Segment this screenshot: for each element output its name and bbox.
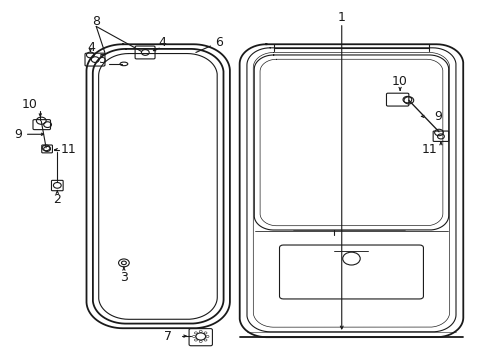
- Text: 10: 10: [391, 75, 407, 88]
- Text: 5: 5: [99, 53, 107, 66]
- Text: 4: 4: [158, 36, 165, 49]
- Text: 8: 8: [92, 14, 100, 27]
- Text: 6: 6: [215, 36, 223, 49]
- Text: 3: 3: [120, 271, 127, 284]
- Ellipse shape: [120, 62, 127, 66]
- Text: 9: 9: [433, 110, 441, 123]
- Text: 4: 4: [87, 41, 95, 54]
- Text: 10: 10: [21, 99, 38, 112]
- Text: 11: 11: [61, 143, 76, 156]
- Text: 1: 1: [337, 10, 345, 24]
- Text: 2: 2: [53, 193, 61, 206]
- Text: 7: 7: [163, 330, 171, 343]
- Text: 11: 11: [421, 143, 436, 156]
- Text: 9: 9: [15, 128, 22, 141]
